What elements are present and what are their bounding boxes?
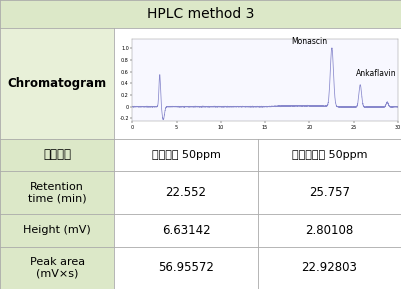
Text: 2.80108: 2.80108 xyxy=(305,224,354,237)
Text: 25.757: 25.757 xyxy=(309,186,350,199)
Text: 모나스신 50ppm: 모나스신 50ppm xyxy=(152,150,221,160)
Text: 안카플라빈 50ppm: 안카플라빈 50ppm xyxy=(292,150,367,160)
Text: HPLC method 3: HPLC method 3 xyxy=(147,7,254,21)
Text: 대상물질: 대상물질 xyxy=(43,149,71,162)
Text: 6.63142: 6.63142 xyxy=(162,224,211,237)
Text: Retention
time (min): Retention time (min) xyxy=(28,182,87,203)
Text: 22.92803: 22.92803 xyxy=(302,261,357,274)
Text: 56.95572: 56.95572 xyxy=(158,261,214,274)
Text: Peak area
(mV×s): Peak area (mV×s) xyxy=(30,257,85,279)
Text: Chromatogram: Chromatogram xyxy=(8,77,107,90)
Text: Ankaflavin: Ankaflavin xyxy=(356,69,397,78)
Text: 22.552: 22.552 xyxy=(166,186,207,199)
Text: Monascin: Monascin xyxy=(292,37,328,46)
Text: Height (mV): Height (mV) xyxy=(23,225,91,235)
